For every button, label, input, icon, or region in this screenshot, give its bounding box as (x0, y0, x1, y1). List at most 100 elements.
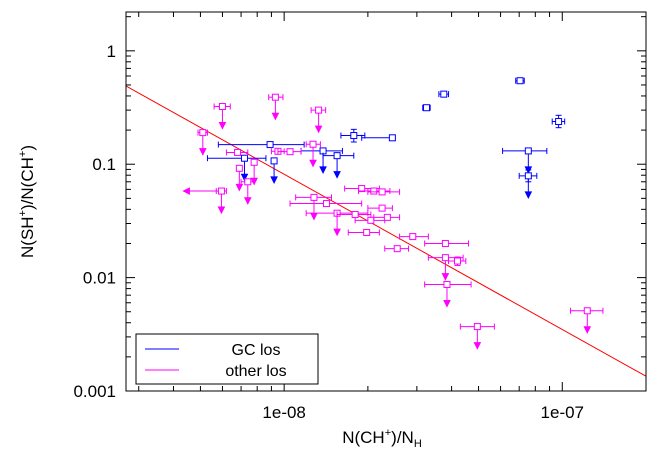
data-point (300, 147, 343, 175)
data-point (367, 204, 393, 212)
point-marker (516, 77, 524, 85)
arrow-head (217, 206, 226, 215)
point-marker (367, 216, 375, 224)
data-point (197, 129, 208, 156)
data-point (438, 90, 450, 98)
point-marker (473, 323, 481, 331)
data-point (322, 152, 355, 179)
data-point (424, 239, 469, 247)
point-marker (383, 213, 391, 221)
point-marker (440, 90, 448, 98)
point-marker (234, 148, 242, 156)
point-marker (315, 106, 323, 114)
arrow-head (271, 112, 280, 121)
data-point (268, 93, 284, 121)
point-marker (310, 193, 318, 201)
data-point (225, 148, 249, 156)
point-marker (217, 187, 225, 195)
point-marker (378, 188, 386, 196)
data-point (422, 104, 431, 112)
data-point (367, 188, 401, 196)
point-marker (441, 254, 449, 262)
data-point (361, 134, 396, 142)
arrow-head (310, 212, 318, 221)
arrow-head (182, 187, 190, 195)
legend-label-gc-los: GC los (232, 342, 281, 359)
data-point (270, 157, 278, 185)
arrow-head (443, 299, 451, 308)
data-points-layer (182, 77, 604, 350)
arrow-head (240, 173, 249, 182)
fit-line-layer (126, 85, 646, 377)
data-point (373, 213, 401, 221)
y-tick-label: 0.1 (92, 155, 116, 174)
series-gc-los (206, 77, 566, 199)
point-marker (378, 204, 386, 212)
arrow-head (235, 183, 244, 192)
point-marker (270, 157, 278, 165)
point-marker (555, 118, 563, 126)
arrow-head (243, 197, 252, 205)
point-marker (363, 228, 371, 236)
point-marker (350, 132, 358, 140)
point-marker (423, 104, 431, 112)
point-marker (524, 147, 532, 155)
point-marker (524, 172, 532, 180)
data-point (384, 245, 410, 253)
arrow-head (333, 171, 341, 179)
point-marker (309, 140, 317, 148)
point-marker (388, 134, 396, 142)
point-marker (443, 280, 451, 288)
data-point (518, 169, 538, 199)
point-marker (266, 141, 274, 149)
data-point (424, 280, 472, 308)
point-marker (286, 148, 294, 156)
x-tick-label: 1e-07 (541, 403, 584, 422)
x-tick-label: 1e-08 (262, 403, 305, 422)
y-tick-label: 0.001 (73, 382, 116, 401)
arrow-head (309, 159, 317, 168)
point-marker (244, 178, 252, 186)
arrow-head (583, 326, 592, 334)
arrow-head (218, 121, 227, 130)
point-marker (199, 129, 207, 137)
point-marker (240, 154, 248, 162)
point-marker (453, 257, 461, 265)
legend-box (135, 333, 319, 385)
data-point (502, 147, 548, 175)
y-tick-label: 0.01 (83, 269, 116, 288)
data-point (305, 140, 321, 168)
data-point (182, 187, 227, 215)
arrow-head (199, 148, 207, 156)
point-marker (370, 187, 378, 195)
data-point (515, 77, 525, 85)
point-marker (250, 158, 258, 166)
data-point (310, 106, 327, 134)
y-axis-label: N(SH+)/N(CH+) (17, 145, 37, 258)
point-marker (351, 211, 359, 219)
x-axis-label: N(CH+)/NH (342, 427, 422, 450)
data-point (354, 216, 386, 224)
data-point (399, 233, 429, 241)
point-marker (409, 233, 417, 241)
data-point (340, 128, 366, 143)
series-other-los (182, 93, 604, 350)
arrow-head (319, 166, 327, 175)
data-point (217, 141, 305, 149)
data-point (448, 256, 467, 266)
data-point (289, 200, 363, 208)
arrow-head (441, 273, 450, 281)
plot-frame (125, 11, 647, 392)
point-marker (323, 200, 331, 208)
arrow-head (314, 125, 323, 134)
arrow-head (524, 191, 533, 199)
data-point (206, 154, 267, 182)
data-point (277, 148, 302, 156)
point-marker (441, 239, 449, 247)
data-point (240, 178, 255, 205)
y-tick-label: 1 (107, 42, 116, 61)
data-point (336, 211, 372, 219)
arrow-head (473, 342, 482, 350)
point-marker (333, 152, 341, 160)
